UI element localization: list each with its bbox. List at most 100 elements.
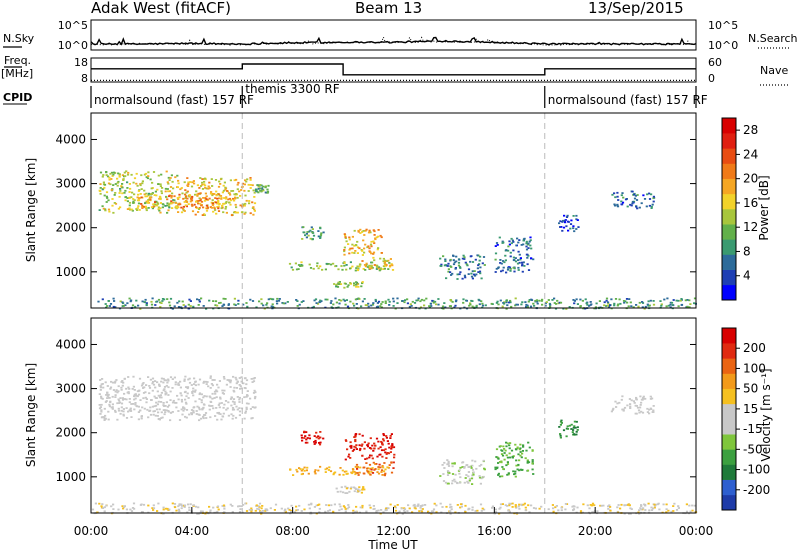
data-cell [160,190,163,193]
data-cell [358,489,361,492]
data-cell [357,488,360,491]
data-cell [479,255,482,258]
data-cell [606,304,609,307]
data-cell [177,398,180,401]
data-cell [506,473,509,476]
data-cell [354,283,358,286]
power-y-label: Slant Range [km] [24,158,38,262]
data-cell [112,211,115,214]
data-cell [170,174,173,177]
data-cell [371,444,374,447]
data-cell [512,249,515,252]
data-cell [652,507,655,510]
data-cell [129,407,132,410]
data-cell [204,380,207,383]
y-tick-label: 1000 [55,470,86,484]
data-cell [164,405,167,407]
data-cell [101,298,104,301]
data-cell [644,397,647,400]
data-cell [104,303,107,305]
data-cell [354,435,357,438]
data-cell [538,507,541,510]
data-cell [515,244,518,247]
data-cell [162,377,165,380]
data-cell [523,502,526,505]
data-cell [640,398,643,401]
data-cell [215,407,218,409]
data-cell [220,198,223,200]
y-tick-label: 4000 [55,337,86,351]
data-cell [131,191,134,194]
data-cell [432,508,436,511]
data-cell [514,470,517,473]
data-cell [300,301,303,303]
data-cell [635,199,639,201]
data-cell [552,510,555,513]
data-cell [598,300,601,302]
data-cell [166,188,169,190]
data-cell [199,177,202,179]
data-cell [151,207,154,210]
data-cell [130,416,133,418]
data-cell [494,258,497,261]
data-cell [295,509,298,512]
data-cell [348,238,351,241]
data-cell [164,390,167,393]
data-cell [121,174,124,177]
data-cell [201,183,204,186]
data-cell [193,377,196,380]
colorbar-swatch [722,133,736,149]
data-cell [691,509,694,512]
data-cell [219,413,222,415]
data-cell [337,281,340,284]
data-cell [344,510,347,513]
data-cell [166,211,169,214]
data-cell [314,439,317,442]
data-cell [145,401,148,404]
data-cell [208,187,211,189]
data-cell [159,185,162,188]
data-cell [563,219,566,222]
data-cell [197,512,200,515]
data-cell [648,198,652,200]
data-cell [211,194,214,197]
data-cell [343,246,346,249]
data-cell [508,243,511,246]
data-cell [368,463,372,466]
data-cell [391,444,394,447]
data-cell [344,508,347,510]
data-cell [341,268,344,271]
data-cell [406,298,409,301]
data-cell [394,307,397,310]
noise-left-tick-top: 10^5 [58,19,88,32]
data-cell [150,300,153,303]
data-cell [155,408,159,411]
data-cell [365,510,368,513]
data-cell [557,509,560,512]
data-cell [225,211,228,214]
data-cell [343,249,346,251]
data-cell [141,180,144,183]
data-cell [236,188,239,191]
data-cell [657,502,660,505]
data-cell [677,505,680,507]
data-cell [463,481,466,484]
data-cell [182,205,185,208]
data-cell [145,176,148,178]
data-cell [147,199,150,201]
data-cell [208,395,211,398]
data-cell [212,210,215,213]
data-cell [480,477,483,480]
data-cell [650,205,653,208]
x-tick-label: 00:00 [74,524,109,538]
data-cell [518,261,521,264]
data-cell [464,477,467,479]
data-cell [319,265,322,268]
data-cell [136,395,139,398]
data-cell [135,208,138,210]
data-cell [121,380,124,382]
data-cell [297,264,301,266]
data-cell [386,466,389,469]
data-cell [102,181,105,184]
data-cell [559,226,562,228]
